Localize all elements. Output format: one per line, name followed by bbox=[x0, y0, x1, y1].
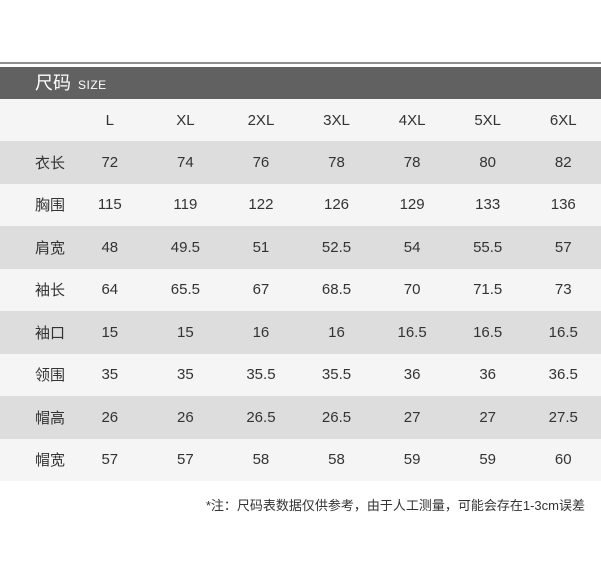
row-label: 袖长 bbox=[35, 282, 66, 300]
row-label: 肩宽 bbox=[35, 239, 66, 257]
size-header-row: L XL 2XL 3XL 4XL 5XL 6XL bbox=[0, 99, 601, 141]
value-cell: 76 bbox=[252, 153, 270, 171]
value-cell: 126 bbox=[324, 196, 350, 214]
row-label: 领围 bbox=[35, 367, 66, 385]
size-column-header: 6XL bbox=[549, 111, 577, 129]
size-column-header: 4XL bbox=[398, 111, 426, 129]
value-cell: 136 bbox=[550, 196, 576, 214]
value-cell: 52.5 bbox=[321, 238, 352, 256]
disclaimer-note: *注：尺码表数据仅供参考，由于人工测量，可能会存在1-3cm误差 bbox=[205, 498, 585, 513]
table-row: 袖口 15 15 16 16 16.5 16.5 16.5 bbox=[0, 311, 601, 354]
value-cell: 49.5 bbox=[170, 238, 200, 256]
value-cell: 115 bbox=[97, 196, 122, 214]
size-chart-title-cn: 尺码 bbox=[35, 73, 71, 93]
row-label: 帽高 bbox=[35, 409, 66, 427]
value-cell: 73 bbox=[554, 281, 572, 299]
value-cell: 122 bbox=[248, 196, 274, 214]
value-cell: 133 bbox=[475, 196, 501, 214]
value-cell: 78 bbox=[403, 153, 421, 171]
size-column-header: 3XL bbox=[323, 111, 350, 129]
size-chart-title-en: SIZE bbox=[78, 78, 107, 92]
value-cell: 48 bbox=[101, 238, 119, 256]
value-cell: 51 bbox=[252, 238, 270, 256]
value-cell: 65.5 bbox=[170, 281, 200, 299]
value-cell: 26.5 bbox=[321, 408, 352, 426]
value-cell: 27 bbox=[479, 408, 497, 426]
value-cell: 59 bbox=[403, 451, 421, 469]
value-cell: 67 bbox=[252, 281, 270, 299]
table-row: 帽高 26 26 26.5 26.5 27 27 27.5 bbox=[0, 396, 601, 439]
value-cell: 64 bbox=[101, 281, 119, 299]
value-cell: 60 bbox=[554, 451, 572, 469]
table-row: 肩宽 48 49.5 51 52.5 54 55.5 57 bbox=[0, 226, 601, 269]
value-cell: 119 bbox=[173, 196, 198, 214]
value-cell: 26.5 bbox=[246, 408, 276, 426]
size-column-header: 2XL bbox=[247, 111, 275, 129]
value-cell: 16.5 bbox=[397, 323, 427, 341]
table-row: 袖长 64 65.5 67 68.5 70 71.5 73 bbox=[0, 268, 601, 311]
value-cell: 27 bbox=[403, 408, 421, 426]
value-cell: 36 bbox=[403, 366, 421, 384]
top-margin bbox=[0, 0, 601, 62]
value-cell: 129 bbox=[399, 196, 425, 214]
table-body: 衣长 72 74 76 78 78 80 82 胸围 115 119 122 126 129 133 136 肩… bbox=[0, 141, 601, 481]
value-cell: 78 bbox=[328, 153, 345, 171]
value-cell: 16 bbox=[252, 323, 270, 341]
row-label: 衣长 bbox=[35, 154, 66, 172]
value-cell: 72 bbox=[101, 153, 119, 171]
top-divider-line bbox=[0, 62, 601, 64]
value-cell: 58 bbox=[328, 451, 345, 469]
value-cell: 55.5 bbox=[473, 238, 503, 256]
value-cell: 54 bbox=[403, 238, 421, 256]
value-cell: 35.5 bbox=[321, 366, 352, 384]
value-cell: 36 bbox=[479, 366, 497, 384]
value-cell: 82 bbox=[554, 153, 572, 171]
value-cell: 71.5 bbox=[473, 281, 503, 299]
row-label: 胸围 bbox=[35, 197, 66, 215]
divider-gap bbox=[0, 64, 601, 67]
value-cell: 80 bbox=[479, 153, 497, 171]
value-cell: 26 bbox=[177, 408, 194, 426]
size-column-header: 5XL bbox=[474, 111, 502, 129]
value-cell: 58 bbox=[252, 451, 270, 469]
table-row: 帽宽 57 57 58 58 59 59 60 bbox=[0, 438, 601, 481]
size-column-header: L bbox=[105, 111, 114, 129]
value-cell: 59 bbox=[479, 451, 497, 469]
value-cell: 16.5 bbox=[548, 323, 578, 341]
value-cell: 36.5 bbox=[548, 366, 578, 384]
value-cell: 57 bbox=[177, 451, 194, 469]
value-cell: 16 bbox=[328, 323, 345, 341]
value-cell: 15 bbox=[177, 323, 194, 341]
value-cell: 35 bbox=[177, 366, 194, 384]
table-row: 衣长 72 74 76 78 78 80 82 bbox=[0, 141, 601, 184]
value-cell: 16.5 bbox=[473, 323, 503, 341]
table-row: 领围 35 35 35.5 35.5 36 36 36.5 bbox=[0, 353, 601, 396]
value-cell: 68.5 bbox=[321, 281, 352, 299]
value-cell: 57 bbox=[101, 451, 119, 469]
size-column-header: XL bbox=[176, 111, 195, 129]
size-chart-title-bar: 尺码 SIZE bbox=[0, 67, 601, 99]
row-label: 袖口 bbox=[35, 324, 66, 342]
value-cell: 27.5 bbox=[548, 408, 578, 426]
size-table: L XL 2XL 3XL 4XL 5XL 6XL 衣长 72 74 76 78 78 80 82 胸围 115… bbox=[0, 99, 601, 481]
value-cell: 74 bbox=[177, 153, 194, 171]
row-label: 帽宽 bbox=[35, 452, 66, 470]
value-cell: 70 bbox=[403, 281, 421, 299]
table-row: 胸围 115 119 122 126 129 133 136 bbox=[0, 183, 601, 226]
value-cell: 35 bbox=[101, 366, 119, 384]
value-cell: 26 bbox=[101, 408, 119, 426]
value-cell: 15 bbox=[101, 323, 119, 341]
value-cell: 57 bbox=[554, 238, 572, 256]
value-cell: 35.5 bbox=[246, 366, 276, 384]
